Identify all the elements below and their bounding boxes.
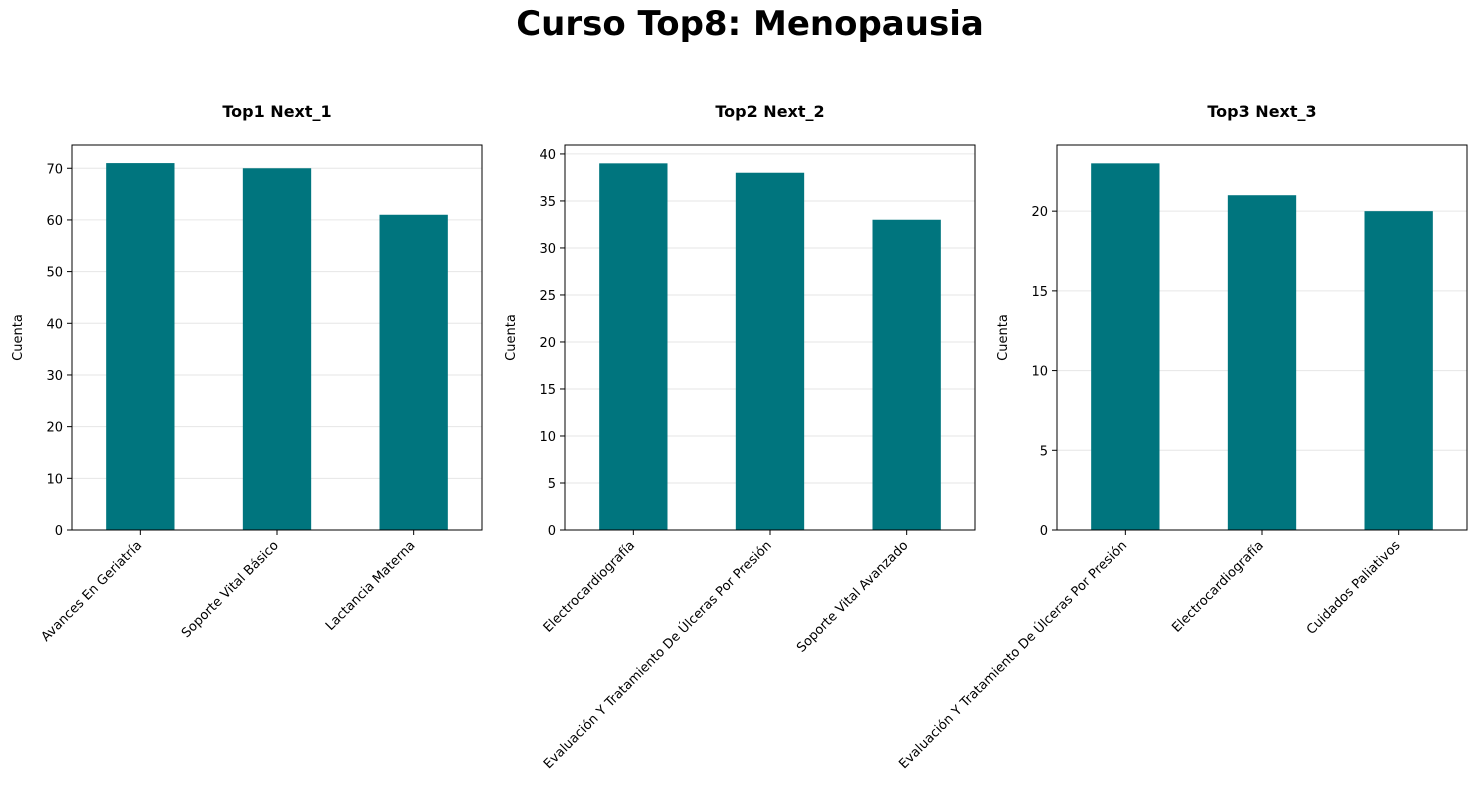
x-tick-label: Soporte Vital Básico [179,538,282,641]
y-tick-label: 40 [46,317,63,332]
y-tick-label: 60 [46,214,63,229]
x-tick-label: Electrocardiografía [541,538,638,635]
x-tick-label: Soporte Vital Avanzado [794,538,911,655]
y-tick-label: 20 [1031,205,1048,220]
x-tick-label: Lactancia Materna [323,538,419,634]
y-tick-label: 25 [539,289,556,304]
y-tick-label: 35 [539,195,556,210]
y-tick-label: 10 [46,472,63,487]
y-tick-label: 0 [548,524,556,539]
y-tick-label: 5 [548,477,556,492]
bar [1364,211,1433,530]
y-tick-label: 20 [46,421,63,436]
bar [1091,163,1160,531]
x-tick-label: Evaluación Y Tratamiento De Úlceras Por … [540,538,775,773]
y-tick-label: 30 [46,369,63,384]
y-tick-label: 40 [539,148,556,163]
chart-title: Top2 Next_2 [715,102,824,121]
y-tick-label: 0 [1040,524,1048,539]
bar [872,219,941,530]
y-tick-label: 5 [1040,444,1048,459]
bar [599,163,668,531]
chart-panel-1: 0 10 20 30 40 50 60 70 Avances En Geriatría Sopor… [11,102,483,645]
y-tick-label: 0 [55,524,63,539]
y-tick-label: 70 [46,162,63,177]
chart-title: Top1 Next_1 [222,102,331,121]
y-tick-label: 15 [1031,285,1048,300]
x-tick-label: Cuidados Paliativos [1304,538,1404,638]
figure-title: Curso Top8: Menopausia [516,4,984,44]
x-tick-label: Evaluación Y Tratamiento De Úlceras Por … [896,538,1131,773]
y-axis-label: Cuenta [11,314,26,361]
chart-title: Top3 Next_3 [1207,102,1316,121]
x-tick-label: Avances En Geriatría [39,538,146,645]
y-axis-label: Cuenta [504,314,519,361]
y-tick-label: 10 [539,430,556,445]
bar [1227,195,1297,530]
chart-panel-3: 0 5 10 15 20 Evaluación Y Tratamiento De Úlce… [896,102,1468,773]
bar [242,168,312,530]
bar [379,214,448,530]
x-tick-label: Electrocardiografía [1169,538,1266,635]
bar [106,163,175,530]
chart-panel-2: 0 5 10 15 20 25 30 35 40 ElectrocardiografíaEvalu… [504,102,976,773]
y-tick-label: 20 [539,336,556,351]
y-axis-label: Cuenta [996,314,1011,361]
y-tick-label: 15 [539,383,556,398]
bar [735,172,805,530]
y-tick-label: 50 [46,266,63,281]
y-tick-label: 10 [1031,365,1048,380]
y-tick-label: 30 [539,242,556,257]
